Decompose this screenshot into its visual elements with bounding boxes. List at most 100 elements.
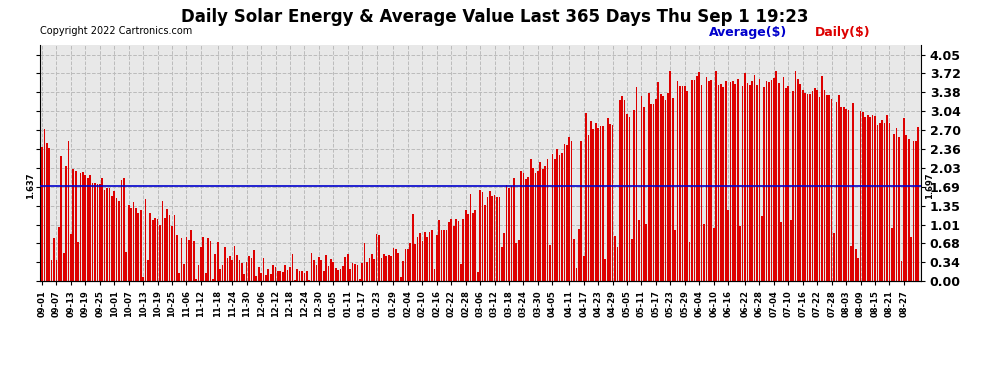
Bar [316,266,317,281]
Bar [140,210,142,281]
Bar [783,77,784,281]
Bar [154,218,156,281]
Bar [92,183,93,281]
Bar [857,258,859,281]
Text: Copyright 2022 Cartronics.com: Copyright 2022 Cartronics.com [40,26,192,36]
Bar [546,159,548,281]
Bar [679,86,681,281]
Bar [513,178,515,281]
Bar [706,78,707,281]
Bar [366,262,368,281]
Bar [556,149,558,281]
Bar [318,257,320,281]
Bar [128,205,130,281]
Bar [101,178,103,281]
Bar [356,265,358,281]
Bar [455,219,457,281]
Bar [313,260,315,281]
Bar [809,94,811,281]
Bar [400,278,402,281]
Bar [270,273,271,281]
Bar [84,175,86,281]
Bar [511,186,512,281]
Bar [450,219,452,281]
Bar [82,172,84,281]
Bar [766,81,767,281]
Bar [446,230,447,281]
Bar [775,71,777,281]
Bar [715,71,717,281]
Bar [75,171,76,281]
Bar [121,180,123,281]
Bar [605,259,606,281]
Bar [217,242,219,281]
Bar [376,234,377,281]
Bar [448,222,449,281]
Bar [301,272,303,281]
Bar [363,243,365,281]
Bar [891,228,893,281]
Bar [272,265,274,281]
Bar [652,104,654,281]
Bar [622,96,623,281]
Bar [802,90,804,281]
Bar [173,215,175,281]
Bar [198,265,199,281]
Bar [432,230,433,281]
Bar [385,256,387,281]
Bar [279,271,281,281]
Bar [884,123,885,281]
Bar [817,90,818,281]
Bar [131,209,132,281]
Bar [804,93,806,281]
Bar [306,271,308,281]
Bar [477,273,478,281]
Bar [479,190,481,281]
Bar [554,159,555,281]
Bar [185,237,187,281]
Bar [210,241,212,281]
Bar [296,269,298,281]
Bar [222,266,224,281]
Bar [94,183,96,281]
Bar [506,185,508,281]
Bar [650,104,652,281]
Bar [718,85,720,281]
Bar [181,238,182,281]
Bar [674,231,676,281]
Bar [343,266,344,281]
Bar [590,121,592,281]
Bar [732,81,734,281]
Bar [326,255,327,281]
Bar [239,260,241,281]
Bar [53,238,54,281]
Bar [720,84,722,281]
Bar [452,226,454,281]
Bar [412,214,414,281]
Bar [62,252,64,281]
Bar [111,196,113,281]
Bar [864,117,866,281]
Bar [631,239,633,281]
Bar [573,239,575,281]
Bar [253,250,254,281]
Bar [427,237,428,281]
Bar [797,79,799,281]
Bar [234,246,236,281]
Bar [161,201,163,281]
Bar [501,247,503,281]
Bar [237,255,238,281]
Text: 1.637: 1.637 [26,173,35,200]
Bar [595,123,597,281]
Bar [588,135,589,281]
Bar [436,235,438,281]
Bar [267,269,269,281]
Bar [429,231,431,281]
Bar [294,279,296,281]
Bar [677,81,678,281]
Bar [72,169,74,281]
Bar [807,94,809,281]
Bar [70,234,71,281]
Bar [629,117,631,281]
Bar [655,99,656,281]
